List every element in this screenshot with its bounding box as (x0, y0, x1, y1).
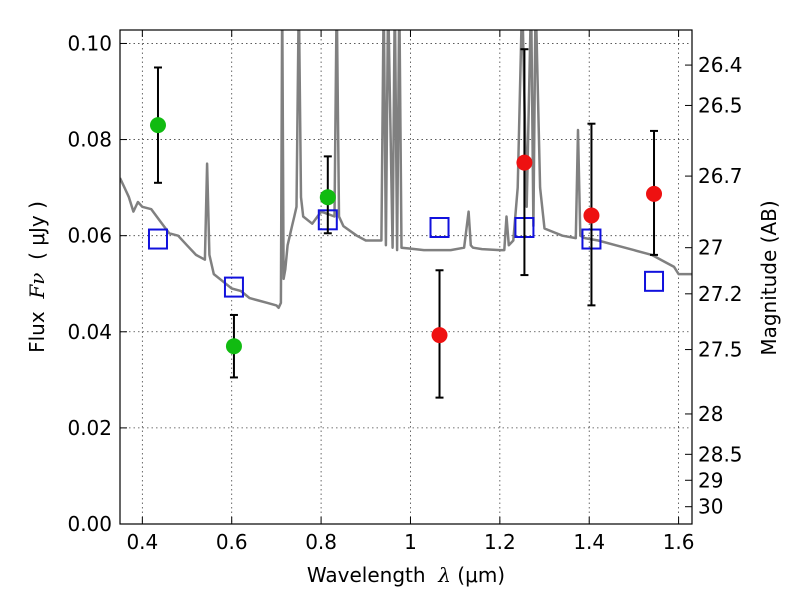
x-tick-label: 1.6 (663, 530, 695, 554)
model-photometry-point (223, 276, 244, 298)
y-tick-label: 0.06 (67, 224, 112, 248)
magnitude-tick-label: 28.5 (698, 442, 743, 466)
model-photometry-point (644, 270, 665, 292)
red-detections-point (431, 327, 448, 344)
magnitude-tick-label: 26.5 (698, 93, 743, 117)
model-photometry-point (429, 217, 450, 239)
magnitude-axis-ticks: 26.4 26.5 26.7 27 27.2 27.5 28 28.529 30 (685, 53, 743, 519)
magnitude-tick-label: 30 (698, 495, 723, 519)
model-photometry-point (147, 228, 168, 250)
y-tick-label: 0.10 (67, 31, 112, 55)
magnitude-tick-label: 27.2 (698, 282, 743, 306)
x-tick-label: 0.4 (126, 530, 158, 554)
magnitude-tick-label: 27.5 (698, 338, 743, 362)
x-tick-label: 1.2 (484, 530, 516, 554)
y-axis-label: Flux Fν ( μJy ) (25, 201, 49, 353)
y-tick-label: 0.08 (67, 128, 112, 152)
x-axis-ticks: 0.4 0.6 0.8 1 1.2 1.4 1.6 (126, 30, 695, 554)
magnitude-tick-label: 26.4 (698, 53, 743, 77)
x-tick-label: 1 (404, 530, 417, 554)
magnitude-tick-label: 26.7 (698, 164, 743, 188)
magnitude-axis-label: Magnitude (AB) (757, 200, 781, 355)
y-axis-ticks: 0.00 0.02 0.04 0.06 0.08 0.10 (67, 31, 127, 536)
red-detections-point (583, 207, 600, 224)
x-tick-label: 1.4 (573, 530, 605, 554)
plot-frame (119, 29, 693, 525)
y-tick-label: 0.04 (67, 320, 112, 344)
model-spectrum (120, 30, 692, 310)
x-tick-label: 0.6 (216, 530, 248, 554)
magnitude-tick-label: 28 (698, 402, 723, 426)
y-tick-label: 0.02 (67, 416, 112, 440)
green-detections-point (225, 338, 242, 355)
model-spectrum-line (120, 30, 692, 310)
red-detections-point (516, 154, 533, 171)
grid-lines (120, 30, 692, 524)
green-detections-point (149, 117, 166, 134)
magnitude-tick-label: 27 (698, 236, 723, 260)
x-axis-label: Wavelength λ (μm) (307, 563, 505, 587)
red-detections-point (646, 185, 663, 202)
y-tick-label: 0.00 (67, 512, 112, 536)
x-tick-label: 0.8 (305, 530, 337, 554)
data-points (147, 48, 665, 399)
green-detections-point (319, 189, 336, 206)
magnitude-tick-label: 29 (698, 468, 723, 492)
